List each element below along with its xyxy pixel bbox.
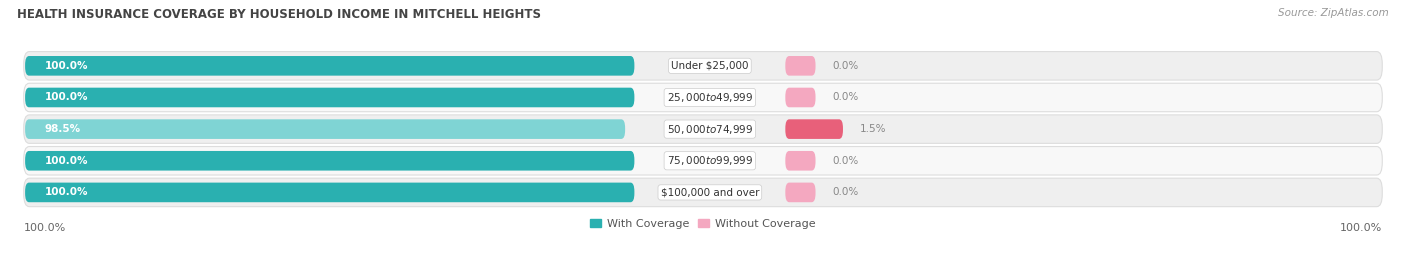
Text: 100.0%: 100.0%: [24, 223, 66, 233]
Text: 0.0%: 0.0%: [832, 61, 858, 71]
Text: 100.0%: 100.0%: [1340, 223, 1382, 233]
FancyBboxPatch shape: [24, 115, 1382, 143]
Text: 100.0%: 100.0%: [45, 187, 87, 197]
FancyBboxPatch shape: [786, 119, 844, 139]
Legend: With Coverage, Without Coverage: With Coverage, Without Coverage: [586, 214, 820, 233]
FancyBboxPatch shape: [24, 147, 1382, 175]
FancyBboxPatch shape: [786, 56, 815, 76]
Text: 98.5%: 98.5%: [45, 124, 80, 134]
Text: HEALTH INSURANCE COVERAGE BY HOUSEHOLD INCOME IN MITCHELL HEIGHTS: HEALTH INSURANCE COVERAGE BY HOUSEHOLD I…: [17, 8, 541, 21]
FancyBboxPatch shape: [25, 88, 634, 107]
Text: $50,000 to $74,999: $50,000 to $74,999: [666, 123, 754, 136]
FancyBboxPatch shape: [786, 151, 815, 171]
FancyBboxPatch shape: [786, 183, 815, 202]
FancyBboxPatch shape: [24, 178, 1382, 207]
Text: $75,000 to $99,999: $75,000 to $99,999: [666, 154, 754, 167]
FancyBboxPatch shape: [24, 83, 1382, 112]
Text: 100.0%: 100.0%: [45, 93, 87, 102]
Text: 1.5%: 1.5%: [859, 124, 886, 134]
FancyBboxPatch shape: [786, 88, 815, 107]
Text: 0.0%: 0.0%: [832, 187, 858, 197]
Text: $25,000 to $49,999: $25,000 to $49,999: [666, 91, 754, 104]
Text: 0.0%: 0.0%: [832, 156, 858, 166]
FancyBboxPatch shape: [25, 151, 634, 171]
Text: 0.0%: 0.0%: [832, 93, 858, 102]
Text: Source: ZipAtlas.com: Source: ZipAtlas.com: [1278, 8, 1389, 18]
Text: Under $25,000: Under $25,000: [671, 61, 748, 71]
Text: 100.0%: 100.0%: [45, 61, 87, 71]
FancyBboxPatch shape: [25, 183, 634, 202]
FancyBboxPatch shape: [25, 56, 634, 76]
FancyBboxPatch shape: [25, 119, 626, 139]
FancyBboxPatch shape: [24, 52, 1382, 80]
Text: 100.0%: 100.0%: [45, 156, 87, 166]
Text: $100,000 and over: $100,000 and over: [661, 187, 759, 197]
